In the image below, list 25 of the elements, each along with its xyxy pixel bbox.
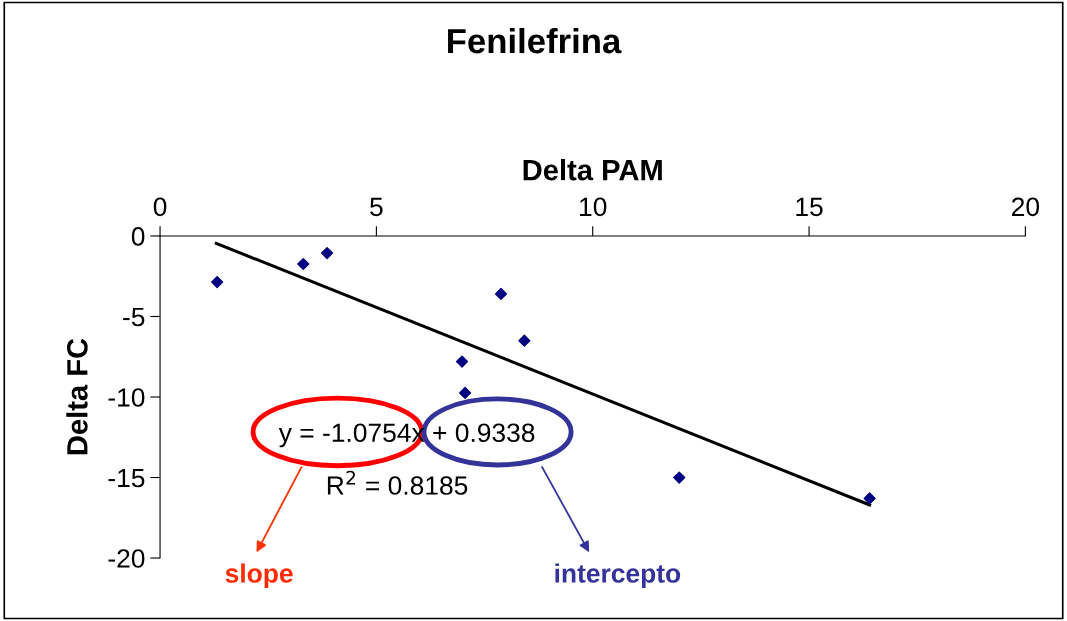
point [455,355,469,368]
text: intercepto [555,563,681,589]
y-tick-label: -10 [108,388,145,407]
x-tick-label: 20 [1012,197,1040,217]
point [320,246,334,260]
point [297,257,310,271]
x-tick-label: 5 [370,197,383,217]
y-tick-label: -20 [108,549,145,568]
point [211,275,224,289]
point [863,492,876,505]
y-tick-label: -15 [108,468,145,488]
x-tick-label: 10 [580,197,607,217]
x-tick-label: 0 [153,197,167,217]
point [494,287,508,301]
text: slope [225,563,293,589]
point [673,471,686,484]
y-tick-label: -5 [123,307,145,327]
chart-title: Fenilefrina [448,27,622,54]
y-tick-label: 0 [131,227,145,246]
annotation: R$^{2}$ = 0.8185 [327,470,468,495]
x-axis-title: Delta PAM [523,158,662,181]
point [518,334,531,347]
point [459,386,472,400]
x-tick-label: 15 [796,197,823,217]
y-axis-title: Delta FC [66,338,88,455]
